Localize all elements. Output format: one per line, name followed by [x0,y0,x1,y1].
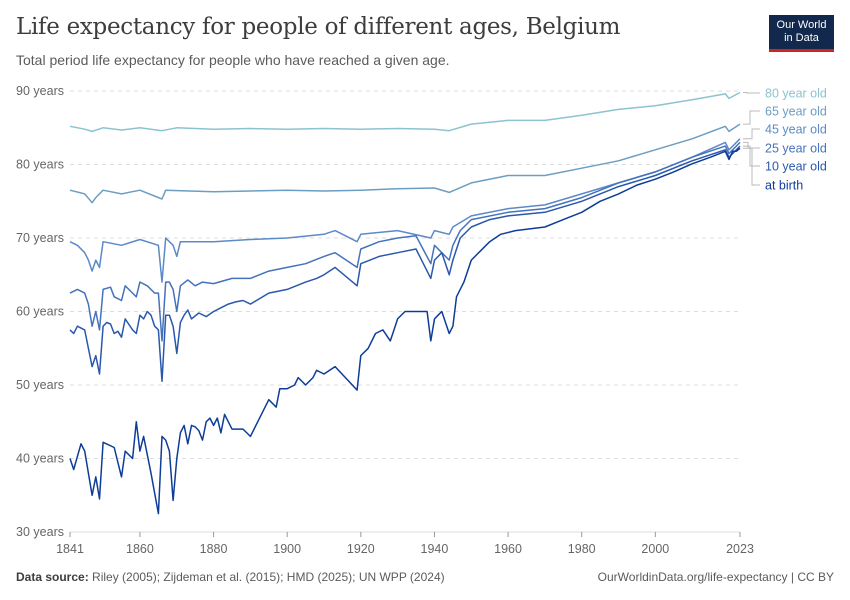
y-tick-label: 30 years [16,525,64,539]
legend-leader-line [743,141,760,149]
legend-label: at birth [765,179,803,193]
chart-subtitle: Total period life expectancy for people … [16,52,450,68]
logo-line1: Our World [776,19,827,31]
legend-label: 65 year old [765,105,827,119]
y-tick-label: 90 years [16,84,64,98]
x-tick-label: 1860 [126,542,154,556]
series-line-80-year-old [69,91,741,133]
legend-leader-line [743,110,760,125]
chart-title: Life expectancy for people of different … [16,14,621,40]
y-tick-label: 80 years [16,158,64,172]
legend-leader-line [743,147,760,186]
legend-label: 80 year old [765,87,827,101]
y-tick-label: 60 years [16,305,64,319]
series-line-65-year-old [69,123,741,204]
x-tick-label: 1920 [347,542,375,556]
x-tick-label: 1980 [568,542,596,556]
series-line-25-year-old [69,141,741,342]
y-tick-label: 40 years [16,452,64,466]
data-source-text: Riley (2005); Zijdeman et al. (2015); HM… [92,570,445,584]
x-tick-label: 2023 [726,542,754,556]
legend-leader-line [743,128,760,140]
y-tick-label: 50 years [16,378,64,392]
x-tick-label: 1880 [200,542,228,556]
legend-leader-line [743,92,760,94]
x-tick-label: 2000 [641,542,669,556]
x-tick-label: 1841 [56,542,84,556]
logo-line2: in Data [784,32,819,44]
legend-label: 25 year old [765,142,827,156]
legend-label: 45 year old [765,123,827,137]
x-tick-label: 1940 [421,542,449,556]
x-tick-label: 1900 [273,542,301,556]
series-line-45-year-old [69,138,741,283]
legend-leader-line [743,145,760,167]
series-line-at-birth [69,147,741,515]
line-chart: 30 years 40 years 50 years 60 years 70 years… [16,84,827,556]
legend-label: 10 year old [765,160,827,174]
footer-link[interactable]: OurWorldinData.org/life-expectancy | CC … [597,570,834,584]
x-tick-label: 1960 [494,542,522,556]
owid-logo[interactable]: Our World in Data [769,15,834,52]
data-source-label: Data source: [16,570,89,584]
series-line-10-year-old [69,145,741,383]
y-tick-label: 70 years [16,231,64,245]
data-source: Data source: Riley (2005); Zijdeman et a… [16,570,445,584]
